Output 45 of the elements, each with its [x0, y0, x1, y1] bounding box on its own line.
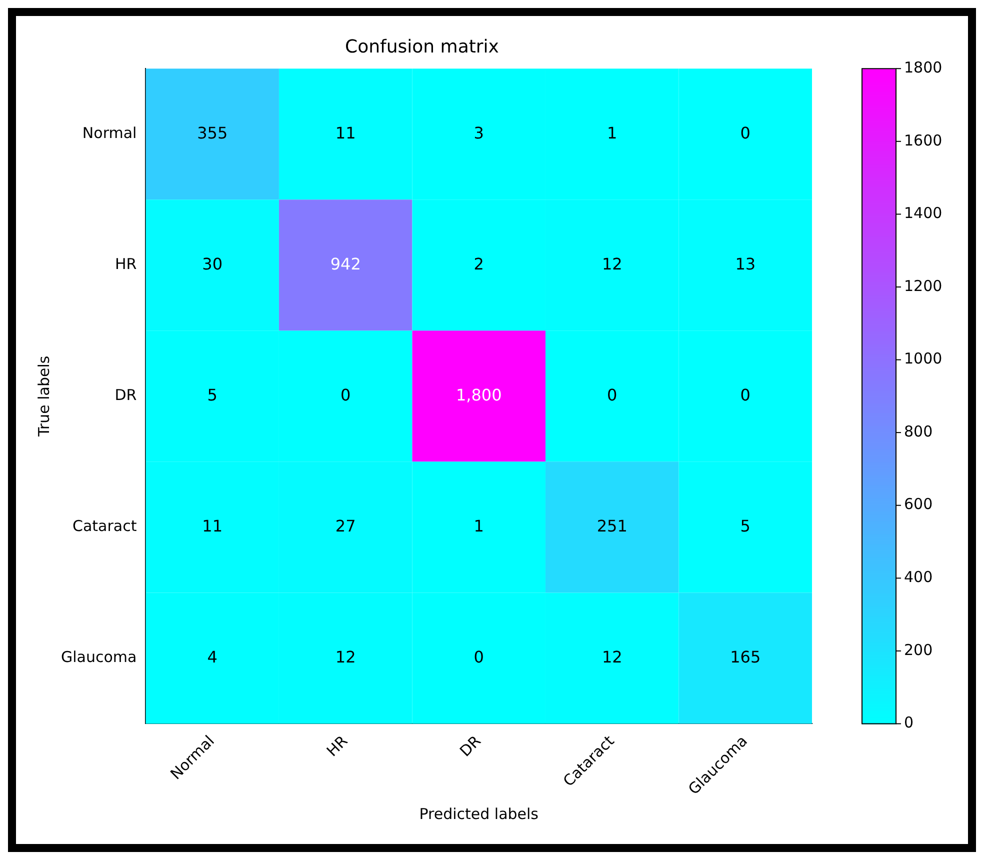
data-label: 0 [340, 385, 351, 404]
color-bar-label: 1400 [904, 204, 942, 222]
data-label: 11 [202, 516, 223, 536]
color-bar-label: 600 [904, 495, 933, 514]
y-tick-label: HR [115, 255, 137, 274]
data-label: 13 [735, 254, 756, 274]
data-label: 12 [602, 647, 622, 666]
y-tick-label: DR [114, 386, 137, 404]
data-label: 1,800 [456, 385, 502, 404]
x-tick-label: DR [456, 732, 484, 760]
data-label: 165 [730, 647, 761, 666]
y-tick-label: Cataract [72, 517, 137, 536]
data-label: 942 [330, 254, 361, 274]
data-label: 12 [335, 647, 356, 666]
data-label: 0 [607, 385, 618, 404]
color-bar-label: 800 [904, 422, 933, 440]
data-label: 355 [197, 123, 228, 142]
data-label: 30 [202, 254, 223, 274]
color-bar-label: 0 [904, 714, 914, 732]
data-label: 0 [740, 385, 750, 404]
x-tick-label: HR [323, 732, 352, 760]
data-label: 5 [740, 516, 750, 536]
y-tick-label: Glaucoma [61, 648, 137, 666]
x-axis-title: Predicted labels [419, 804, 539, 823]
color-bar-label: 1000 [904, 350, 942, 368]
y-axis-title: True labels [34, 356, 53, 438]
data-label: 0 [740, 123, 750, 142]
color-bar-label: 1800 [904, 58, 942, 76]
y-tick-label: Normal [82, 124, 137, 142]
color-bar-label: 1600 [904, 131, 942, 150]
color-bar-label: 200 [904, 640, 933, 659]
data-label: 12 [602, 254, 622, 274]
data-label: 251 [596, 516, 628, 536]
chart-title: Confusion matrix [345, 36, 500, 58]
data-label: 1 [474, 516, 484, 536]
data-label: 4 [207, 647, 218, 666]
color-bar-label: 400 [904, 568, 933, 586]
data-label: 3 [474, 123, 484, 142]
data-label: 5 [207, 385, 218, 404]
data-label: 1 [607, 123, 618, 142]
data-label: 2 [474, 254, 484, 274]
data-label: 27 [335, 516, 356, 536]
data-label: 0 [474, 647, 484, 666]
color-bar-label: 1200 [904, 276, 942, 295]
data-label: 11 [335, 123, 356, 142]
